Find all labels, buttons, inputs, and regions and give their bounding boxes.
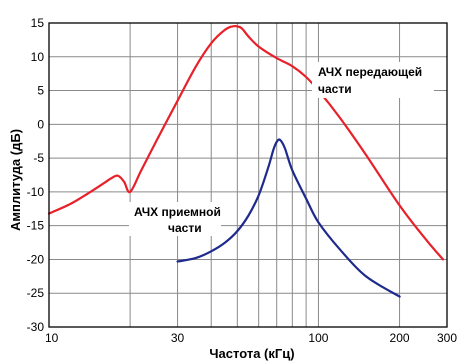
y-tick-label: -30: [27, 320, 45, 334]
y-tick-label: 0: [37, 117, 44, 131]
y-tick-label: 15: [31, 16, 45, 30]
x-tick-label: 300: [437, 331, 457, 345]
series-lines: [47, 24, 445, 298]
transmit-label-line2: части: [318, 82, 352, 96]
receive-label-background: [129, 202, 221, 236]
x-tick-label: 10: [45, 331, 59, 345]
x-axis-title: Частота (кГц): [209, 346, 294, 361]
x-tick-label: 30: [171, 331, 185, 345]
receive-series-line: [176, 138, 401, 298]
receive-label-line1: АЧХ приемной: [134, 205, 221, 219]
y-tick-label: -15: [27, 219, 45, 233]
transmit-label-line1: АЧХ передающей: [318, 65, 422, 79]
y-tick-label: -20: [27, 252, 45, 266]
receive-label-line2: части: [168, 221, 202, 235]
y-tick-label: 5: [37, 84, 44, 98]
y-tick-label: -25: [27, 286, 45, 300]
transmit-series-line: [47, 24, 445, 261]
plot-frame: [48, 22, 448, 328]
y-tick-label: -5: [33, 151, 44, 165]
x-tick-label: 100: [308, 331, 328, 345]
y-tick-label: 10: [31, 50, 45, 64]
transmit-label-background: [312, 62, 434, 98]
annotations: АЧХ передающей части АЧХ приемной части: [129, 62, 434, 236]
y-tick-label: -10: [27, 185, 45, 199]
x-tick-label: 200: [390, 331, 410, 345]
y-axis-title: Амплитуда (дБ): [8, 129, 23, 231]
